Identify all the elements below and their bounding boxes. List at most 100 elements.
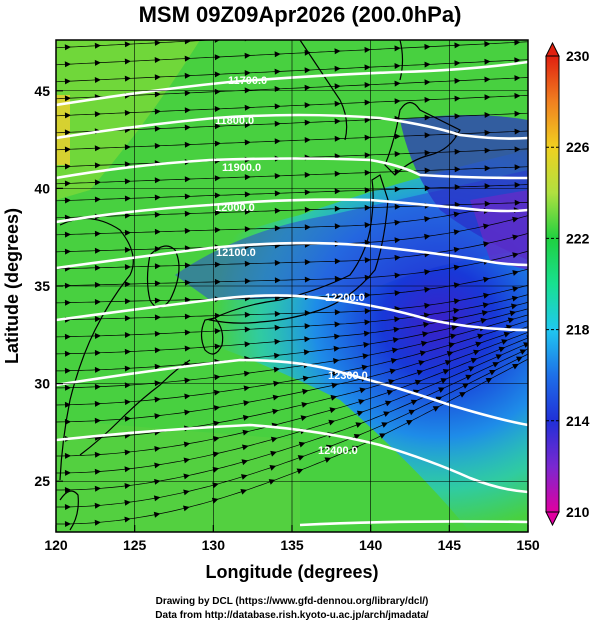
wind-arrowhead [334, 205, 341, 212]
lon-tick-label: 120 [44, 537, 68, 553]
wind-arrowhead [94, 111, 101, 118]
wind-arrowhead [274, 190, 281, 197]
wind-arrowhead [364, 204, 371, 211]
wind-arrowhead [512, 216, 519, 223]
wind-arrowhead [274, 277, 281, 284]
coastline-ryukyu [79, 359, 191, 456]
wind-arrowhead [94, 247, 101, 254]
wind-arrowhead [454, 148, 461, 155]
lon-tick-label: 135 [280, 537, 304, 553]
wind-arrowhead [154, 396, 161, 403]
wind-arrowhead [334, 258, 341, 265]
wind-arrowhead [244, 104, 251, 111]
contour-bottom [299, 520, 528, 527]
wind-arrowhead [503, 331, 511, 338]
wind-arrowhead [514, 199, 521, 206]
wind-arrowhead [512, 363, 519, 370]
contour-11800 [56, 113, 528, 140]
wind-arrowhead [184, 193, 191, 200]
wind-arrowhead [64, 180, 71, 187]
contour-12400 [56, 423, 528, 494]
wind-arrowhead [64, 452, 71, 459]
wind-arrowhead [364, 292, 371, 299]
wind-arrowhead [394, 63, 401, 69]
wind-arrowhead [301, 402, 308, 408]
wind-arrowhead [462, 383, 469, 389]
wind-arrowhead [480, 317, 488, 324]
wind-arrowhead [274, 51, 281, 58]
colorbar-tick-label: 230 [566, 48, 590, 64]
wind-arrowhead [529, 329, 536, 335]
wind-arrowhead [424, 233, 431, 240]
wind-arrowhead [352, 445, 359, 452]
wind-arrowhead [240, 489, 248, 495]
wind-arrowhead [214, 389, 221, 396]
wind-arrowhead [465, 374, 472, 381]
wind-arrowhead [304, 102, 311, 109]
wind-arrowhead [394, 98, 401, 105]
wind-arrowhead [244, 52, 251, 59]
contour-12200 [56, 294, 528, 332]
wind-arrowhead [424, 216, 431, 223]
wind-arrowhead [274, 138, 281, 145]
wind-arrowhead [512, 252, 519, 259]
wind-arrowhead [244, 70, 251, 76]
wind-arrowhead [214, 343, 221, 350]
wind-arrowhead [468, 366, 475, 372]
wind-arrowhead [94, 281, 101, 288]
wind-arrowhead [184, 393, 191, 400]
wind-arrowhead [511, 303, 518, 310]
streamline [56, 331, 528, 440]
wind-arrowhead [154, 314, 161, 321]
contour-12300 [56, 358, 528, 427]
wind-arrowhead [124, 212, 131, 219]
wind-arrowhead [94, 451, 101, 458]
wind-arrowhead [452, 316, 459, 323]
wind-arrowhead [454, 113, 461, 120]
wind-arrowhead [124, 109, 131, 116]
wind-arrowhead [154, 228, 161, 235]
wind-arrowhead [442, 369, 450, 375]
wind-arrowhead [124, 332, 131, 338]
streamline [56, 326, 528, 423]
wind-arrowhead [298, 441, 306, 448]
wind-arrowhead [124, 195, 131, 202]
coastline-sakhalin-russia [299, 40, 404, 141]
wind-arrowhead [364, 308, 371, 315]
wind-arrowhead [153, 511, 161, 518]
wind-arrowhead [514, 128, 521, 135]
wind-arrowhead [424, 96, 431, 103]
wind-arrowhead [214, 54, 221, 61]
wind-arrowhead [489, 370, 496, 376]
wind-arrowhead [183, 505, 190, 512]
wind-arrowhead [64, 163, 71, 170]
wind-arrowhead [394, 254, 401, 261]
contour-label: 12100.0 [216, 247, 256, 259]
wind-arrowhead [64, 129, 71, 136]
wind-arrowhead [302, 388, 309, 395]
wind-arrowhead [509, 310, 517, 317]
streamline [56, 337, 528, 457]
wind-arrowhead [214, 261, 221, 268]
wind-arrowhead [154, 297, 161, 304]
wind-arrowhead [364, 257, 371, 264]
wind-arrowhead [64, 95, 71, 102]
wind-arrowhead [94, 316, 101, 322]
wind-arrowhead [394, 237, 401, 244]
wind-arrowhead [492, 362, 500, 368]
wind-arrowhead [514, 92, 521, 99]
wind-arrowhead [453, 211, 461, 218]
coastline-hokkaido [384, 101, 461, 176]
wind-arrowhead [274, 68, 281, 75]
wind-arrowhead [473, 349, 480, 356]
wind-arrowhead [334, 135, 341, 142]
wind-arrowhead [364, 99, 371, 106]
wind-arrowhead [184, 107, 191, 114]
contour-11700 [56, 60, 528, 107]
wind-arrowhead [303, 349, 311, 356]
wind-arrowhead [241, 474, 248, 480]
wind-arrowhead [124, 516, 131, 523]
wind-arrowhead [481, 310, 489, 316]
wind-arrowhead [94, 519, 101, 526]
wind-arrowhead [364, 222, 371, 228]
